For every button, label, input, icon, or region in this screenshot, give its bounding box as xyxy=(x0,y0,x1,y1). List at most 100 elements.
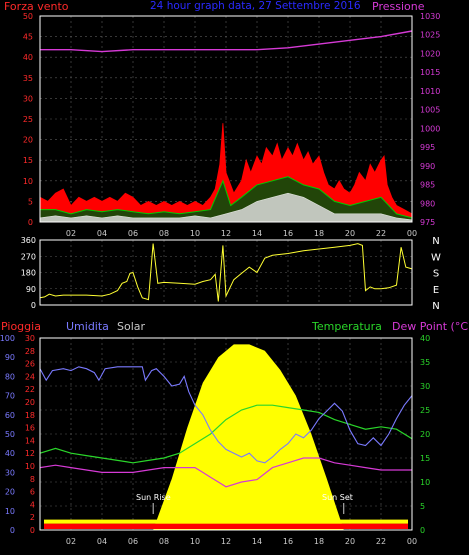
rain-tick-label: 30 xyxy=(25,334,35,343)
temperature-tick-label: 0 xyxy=(420,526,425,535)
climate-x-tick-label: 14 xyxy=(252,537,262,546)
humidity-tick-label: 80 xyxy=(5,372,15,381)
pressure-tick-label: 1030 xyxy=(420,12,440,21)
compass-label-n: N xyxy=(432,236,439,247)
rain-tick-label: 28 xyxy=(25,347,35,356)
humidity-y-ticks: 0 10 20 30 40 50 60 70 80 90 100 xyxy=(0,334,15,535)
climate-x-tick-label: 12 xyxy=(221,537,231,546)
pressure-tick-label: 980 xyxy=(420,199,435,208)
wind-min-area xyxy=(39,192,413,223)
humidity-tick-label: 50 xyxy=(5,430,15,439)
wind-x-tick-label: 14 xyxy=(252,229,262,238)
wind-x-tick-label: 18 xyxy=(314,229,324,238)
wind-x-tick-label: 12 xyxy=(221,229,231,238)
compass-label-e: E xyxy=(433,285,439,296)
humidity-label: Umidita xyxy=(66,320,109,333)
temperature-line xyxy=(39,404,413,464)
wind-tick-label: 0 xyxy=(28,218,33,227)
climate-x-tick-label: 20 xyxy=(345,537,355,546)
wind-x-tick-label: 02 xyxy=(66,229,76,238)
wind-y-ticks: 0 5 10 15 20 25 30 35 40 45 50 xyxy=(23,12,33,227)
humidity-tick-label: 30 xyxy=(5,468,15,477)
temperature-tick-label: 15 xyxy=(420,454,430,463)
solar-baseline xyxy=(44,519,408,524)
humidity-tick-label: 90 xyxy=(5,353,15,362)
wind-series xyxy=(39,123,413,223)
wind-avg-line xyxy=(40,176,413,219)
direction-tick-label: 90 xyxy=(26,285,36,294)
wind-tick-label: 10 xyxy=(23,177,33,186)
compass-label-n: N xyxy=(432,301,439,312)
humidity-tick-label: 0 xyxy=(10,526,15,535)
sunset-label: Sun Set xyxy=(322,493,353,502)
direction-y-ticks: 0 90 180 270 360 xyxy=(21,236,36,310)
rain-tick-label: 16 xyxy=(25,424,35,433)
temperature-tick-label: 10 xyxy=(420,478,430,487)
wind-x-tick-label: 00 xyxy=(407,229,417,238)
pressure-tick-label: 985 xyxy=(420,181,435,190)
climate-panel: Pioggia Umidita Solar Temperatura Dew Po… xyxy=(0,320,469,546)
climate-x-tick-label: 10 xyxy=(190,537,200,546)
rain-tick-label: 8 xyxy=(30,475,35,484)
temperature-label: Temperatura xyxy=(311,320,382,333)
climate-x-tick-label: 16 xyxy=(283,537,293,546)
rain-label: Pioggia xyxy=(1,320,41,333)
wind-x-tick-label: 06 xyxy=(128,229,138,238)
direction-frame xyxy=(39,239,413,306)
climate-x-tick-label: 06 xyxy=(128,537,138,546)
wind-tick-label: 50 xyxy=(23,12,33,21)
dewpoint-line xyxy=(39,457,412,488)
pressure-series xyxy=(40,30,413,53)
rain-tick-label: 10 xyxy=(25,462,35,471)
rain-tick-label: 2 xyxy=(30,513,35,522)
pressure-line xyxy=(40,30,413,53)
direction-tick-label: 180 xyxy=(21,269,36,278)
humidity-tick-label: 40 xyxy=(5,449,15,458)
rain-tick-label: 4 xyxy=(30,500,35,509)
direction-grid xyxy=(40,240,413,305)
wind-tick-label: 45 xyxy=(23,33,33,42)
direction-series xyxy=(39,243,413,302)
rain-tick-label: 6 xyxy=(30,488,35,497)
wind-pressure-panel: Forza vento 24 hour graph data, 27 Sette… xyxy=(4,0,440,238)
temperature-y-ticks: 0 5 10 15 20 25 30 35 40 xyxy=(420,334,430,535)
climate-x-tick-label: 00 xyxy=(407,537,417,546)
chart-title: 24 hour graph data, 27 Settembre 2016 xyxy=(150,0,361,12)
temperature-tick-label: 20 xyxy=(420,430,430,439)
wind-axis-title: Forza vento xyxy=(4,0,69,13)
climate-x-tick-label: 04 xyxy=(97,537,107,546)
pressure-axis-title: Pressione xyxy=(372,0,425,13)
wind-x-tick-label: 08 xyxy=(159,229,169,238)
climate-x-ticks: 02 04 06 08 10 12 14 16 18 20 22 00 xyxy=(66,537,417,546)
temperature-tick-label: 40 xyxy=(420,334,430,343)
wind-tick-label: 25 xyxy=(23,115,33,124)
pressure-tick-label: 1015 xyxy=(420,68,440,77)
climate-series xyxy=(39,366,413,488)
humidity-tick-label: 10 xyxy=(5,507,15,516)
wind-tick-label: 15 xyxy=(23,156,33,165)
wind-grid xyxy=(40,16,413,222)
wind-x-tick-label: 04 xyxy=(97,229,107,238)
pressure-tick-label: 1025 xyxy=(420,31,440,40)
pressure-tick-label: 975 xyxy=(420,218,435,227)
rain-tick-label: 14 xyxy=(25,436,35,445)
humidity-tick-label: 20 xyxy=(5,488,15,497)
compass-label-w: W xyxy=(431,252,441,263)
dewpoint-label: Dew Point (°C) xyxy=(392,320,469,333)
wind-x-tick-label: 16 xyxy=(283,229,293,238)
wind-x-ticks: 02 04 06 08 10 12 14 16 18 20 22 00 xyxy=(66,229,417,238)
wind-tick-label: 20 xyxy=(23,136,33,145)
humidity-tick-label: 60 xyxy=(5,411,15,420)
rain-tick-label: 12 xyxy=(25,449,35,458)
climate-x-tick-label: 22 xyxy=(376,537,386,546)
wind-x-tick-label: 10 xyxy=(190,229,200,238)
rain-bar xyxy=(44,523,408,529)
temperature-tick-label: 30 xyxy=(420,382,430,391)
climate-x-tick-label: 02 xyxy=(66,537,76,546)
humidity-tick-label: 70 xyxy=(5,392,15,401)
solar-series xyxy=(44,344,408,530)
compass-label-s: S xyxy=(433,269,439,280)
